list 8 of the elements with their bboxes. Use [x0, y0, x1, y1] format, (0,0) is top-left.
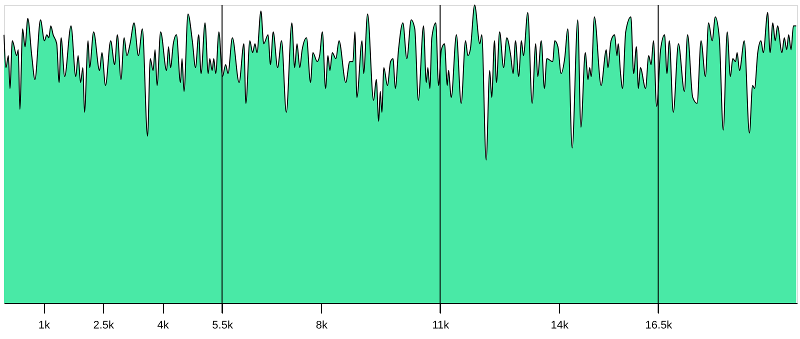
x-tick-label: 5.5k [212, 320, 234, 332]
x-tick-label: 16.5k [645, 320, 673, 332]
x-tick-label: 4k [157, 320, 170, 332]
x-tick-label: 2.5k [93, 320, 115, 332]
x-tick-label: 14k [550, 320, 569, 332]
x-tick-label: 11k [432, 320, 450, 332]
x-tick-label: 1k [38, 320, 50, 332]
x-tick-label: 8k [316, 320, 328, 332]
